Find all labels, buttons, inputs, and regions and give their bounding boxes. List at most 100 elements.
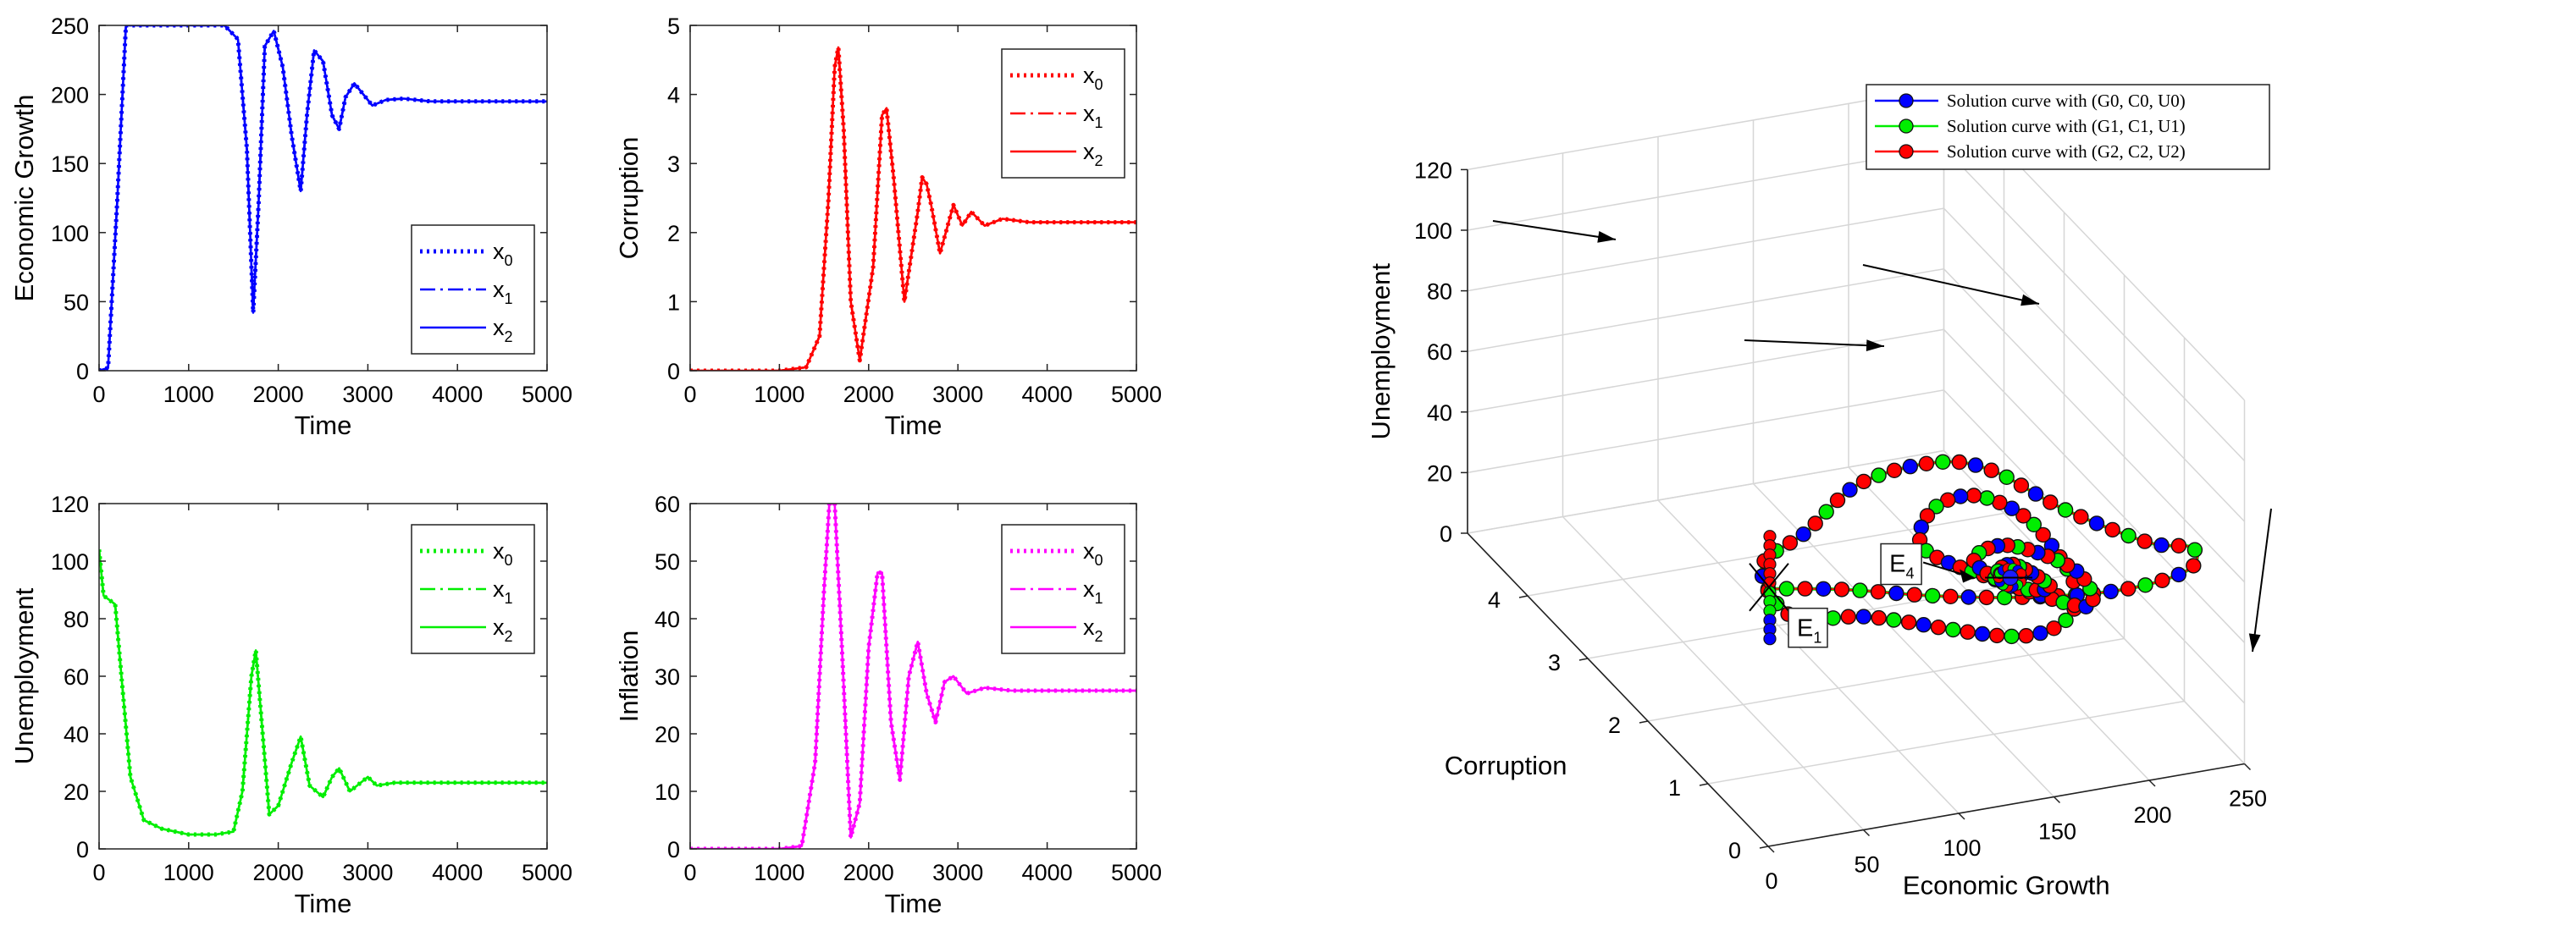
subplot-1: 0 1000 2000 3000 4000 5000 0 50 100 150 200 250 Time… bbox=[9, 14, 572, 440]
trajectory-marker bbox=[1988, 627, 2005, 644]
trajectory-marker bbox=[2004, 628, 2020, 645]
legend-marker bbox=[1899, 93, 1914, 108]
trajectory-marker bbox=[1915, 617, 1932, 633]
axes-box bbox=[689, 25, 1137, 372]
y-tick-label: 2 bbox=[1608, 713, 1621, 738]
y-tick-label: 100 bbox=[51, 549, 89, 575]
trajectory-marker bbox=[2170, 537, 2187, 554]
y-tick-label: 30 bbox=[655, 664, 680, 690]
x-tick-label: 0 bbox=[92, 860, 105, 885]
x-axis-label: Time bbox=[885, 410, 943, 440]
y-tick bbox=[1699, 783, 1709, 786]
x-tick-label: 4000 bbox=[432, 860, 483, 885]
trajectory-marker bbox=[2170, 566, 2187, 583]
trajectory-marker bbox=[1829, 492, 1846, 509]
series-line-x2 bbox=[99, 549, 547, 836]
grid-line bbox=[1562, 515, 1865, 831]
x-axis-label: Time bbox=[295, 889, 352, 918]
z-tick-label: 40 bbox=[1427, 400, 1452, 426]
trajectory-marker bbox=[1930, 620, 1947, 636]
legend-label: Solution curve with (G0, C0, U0) bbox=[1947, 91, 2186, 111]
y-tick-label: 20 bbox=[64, 780, 89, 805]
x-tick-label: 3000 bbox=[342, 860, 393, 885]
trajectory-marker bbox=[2120, 581, 2137, 597]
trajectory-marker bbox=[1974, 625, 1991, 642]
arrow-head bbox=[2020, 294, 2039, 306]
y-tick-label: 10 bbox=[655, 780, 680, 805]
trajectory-marker bbox=[2104, 521, 2120, 538]
trajectory-marker bbox=[2032, 625, 2048, 642]
trajectory-marker bbox=[2154, 572, 2170, 588]
direction-arrow bbox=[1492, 220, 1617, 243]
E1-subscript: 1 bbox=[1813, 630, 1821, 647]
x-tick-label: 2000 bbox=[843, 382, 894, 407]
y-tick-label: 0 bbox=[667, 837, 680, 862]
y-tick-label: 60 bbox=[655, 492, 680, 517]
trajectory-marker bbox=[1855, 609, 1872, 625]
trajectory-marker bbox=[2043, 494, 2059, 510]
trajectory-marker bbox=[1870, 584, 1887, 600]
x-tick-label: 150 bbox=[2038, 819, 2076, 845]
trajectory-marker bbox=[1888, 585, 1904, 602]
legend-subscript: 1 bbox=[505, 290, 513, 307]
E4-label-box bbox=[1880, 543, 1922, 586]
trajectory-marker bbox=[2058, 612, 2074, 629]
trajectory-marker bbox=[1967, 457, 1984, 473]
trajectory-marker bbox=[1935, 454, 1951, 470]
y-tick-label: 200 bbox=[51, 83, 89, 108]
legend-marker bbox=[1899, 144, 1914, 159]
trajectory-marker bbox=[1797, 581, 1813, 597]
arrow-head bbox=[1597, 231, 1616, 243]
legend-label: Solution curve with (G2, C2, U2) bbox=[1947, 141, 2186, 162]
x-tick bbox=[2148, 780, 2156, 787]
E1-cluster: E1 bbox=[1749, 530, 1828, 648]
z-tick-label: 60 bbox=[1427, 339, 1452, 365]
x-axis-label: Economic Growth bbox=[1903, 870, 2110, 900]
x-tick-label: 1000 bbox=[163, 382, 214, 407]
trajectory-marker bbox=[1902, 459, 1919, 475]
trajectory-marker bbox=[2186, 558, 2202, 574]
trajectory-marker bbox=[1816, 581, 1832, 597]
series-line-x2 bbox=[690, 46, 1136, 371]
axes-box bbox=[98, 25, 548, 372]
y-tick-label: 20 bbox=[655, 722, 680, 747]
trajectory-marker bbox=[1778, 581, 1795, 597]
trajectory-marker bbox=[1983, 462, 1999, 478]
z-axis-label: Unemployment bbox=[1366, 263, 1396, 440]
phase-portrait-3d: 05010015020025001234020406080100120Econo… bbox=[1366, 84, 2272, 900]
x-tick-label: 5000 bbox=[1111, 382, 1162, 407]
trajectory-marker bbox=[1842, 482, 1858, 498]
trajectory-marker bbox=[2018, 628, 2034, 644]
trajectory-marker bbox=[2137, 533, 2153, 549]
x-tick-label: 50 bbox=[1854, 852, 1879, 878]
legend-subscript: 2 bbox=[1095, 152, 1103, 169]
trajectory-marker bbox=[1840, 609, 1857, 625]
legend-subscript: 0 bbox=[505, 252, 513, 269]
y-axis-label: Economic Growth bbox=[9, 95, 39, 302]
y-tick-label: 1 bbox=[1668, 775, 1681, 801]
legend-label: Solution curve with (G1, C1, U1) bbox=[1947, 116, 2186, 136]
y-tick-label: 0 bbox=[1728, 838, 1741, 863]
legend-subscript: 2 bbox=[505, 328, 513, 345]
x-tick-label: 1000 bbox=[754, 382, 804, 407]
z-tick-label: 0 bbox=[1440, 521, 1452, 547]
y-tick-label: 80 bbox=[64, 607, 89, 632]
grid-line bbox=[1467, 86, 1944, 171]
legend-marker bbox=[1899, 118, 1914, 134]
y-tick bbox=[1578, 658, 1589, 661]
subplot-2: 0 1000 2000 3000 4000 5000 0 1 2 3 4 5 Time Corruptio… bbox=[614, 14, 1162, 440]
trajectory-marker bbox=[1871, 609, 1887, 626]
grid-line bbox=[1943, 146, 2246, 462]
E4-subscript: 4 bbox=[1905, 565, 1914, 582]
y-tick-label: 3 bbox=[1548, 650, 1561, 675]
x-axis-line bbox=[1767, 763, 2245, 847]
y-tick bbox=[1518, 595, 1528, 598]
trajectory-marker bbox=[2046, 620, 2062, 636]
legend-subscript: 2 bbox=[1095, 628, 1103, 645]
x-tick-label: 0 bbox=[683, 382, 696, 407]
direction-arrow bbox=[1862, 264, 2040, 306]
y-tick-label: 40 bbox=[655, 607, 680, 632]
x-tick-label: 3000 bbox=[342, 382, 393, 407]
x-tick-label: 2000 bbox=[843, 860, 894, 885]
